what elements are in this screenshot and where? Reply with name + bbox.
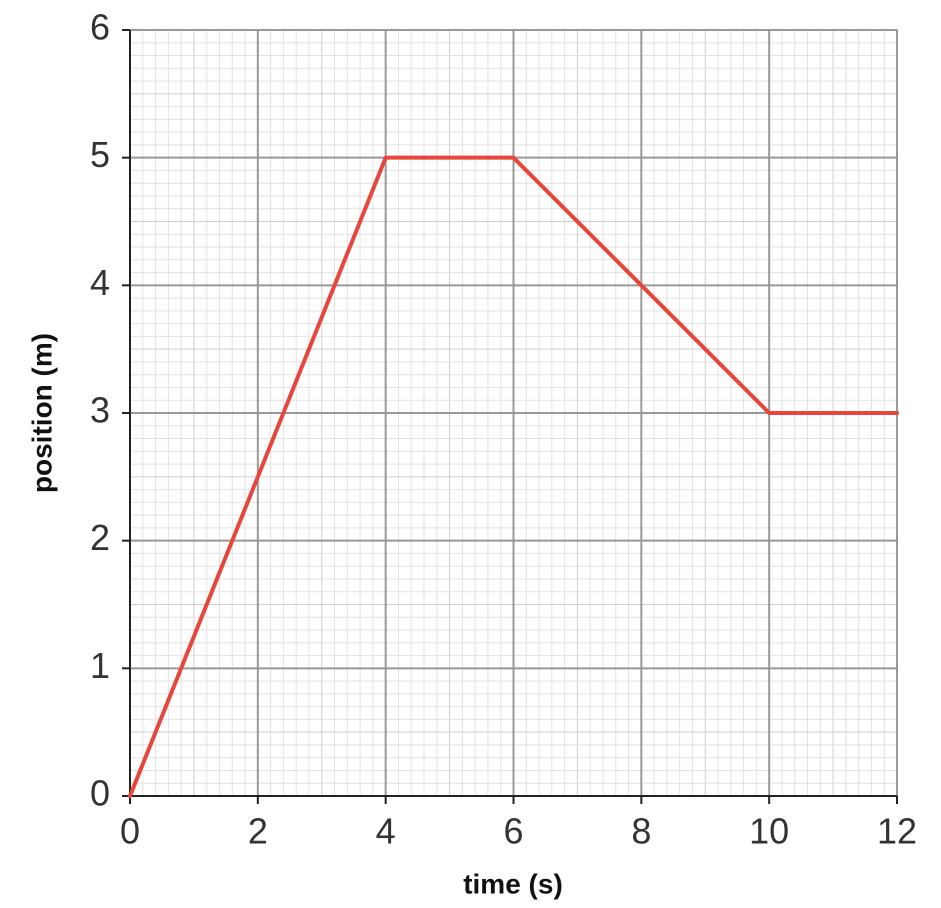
x-tick-label: 10 (749, 811, 789, 852)
y-tick-label: 4 (90, 262, 110, 303)
x-tick-label: 6 (503, 811, 523, 852)
y-tick-label: 5 (90, 134, 110, 175)
y-tick-label: 3 (90, 390, 110, 431)
x-tick-label: 12 (877, 811, 917, 852)
y-axis-label: position (m) (26, 333, 57, 493)
data-line (128, 155, 899, 798)
y-tick-label: 0 (90, 773, 110, 814)
x-tick-label: 4 (376, 811, 396, 852)
x-tick-label: 2 (248, 811, 268, 852)
y-tick-label: 6 (90, 7, 110, 48)
x-tick-label: 0 (120, 811, 140, 852)
y-tick-label: 1 (90, 645, 110, 686)
x-axis-label: time (s) (463, 868, 563, 899)
x-tick-label: 8 (631, 811, 651, 852)
y-tick-label: 2 (90, 517, 110, 558)
